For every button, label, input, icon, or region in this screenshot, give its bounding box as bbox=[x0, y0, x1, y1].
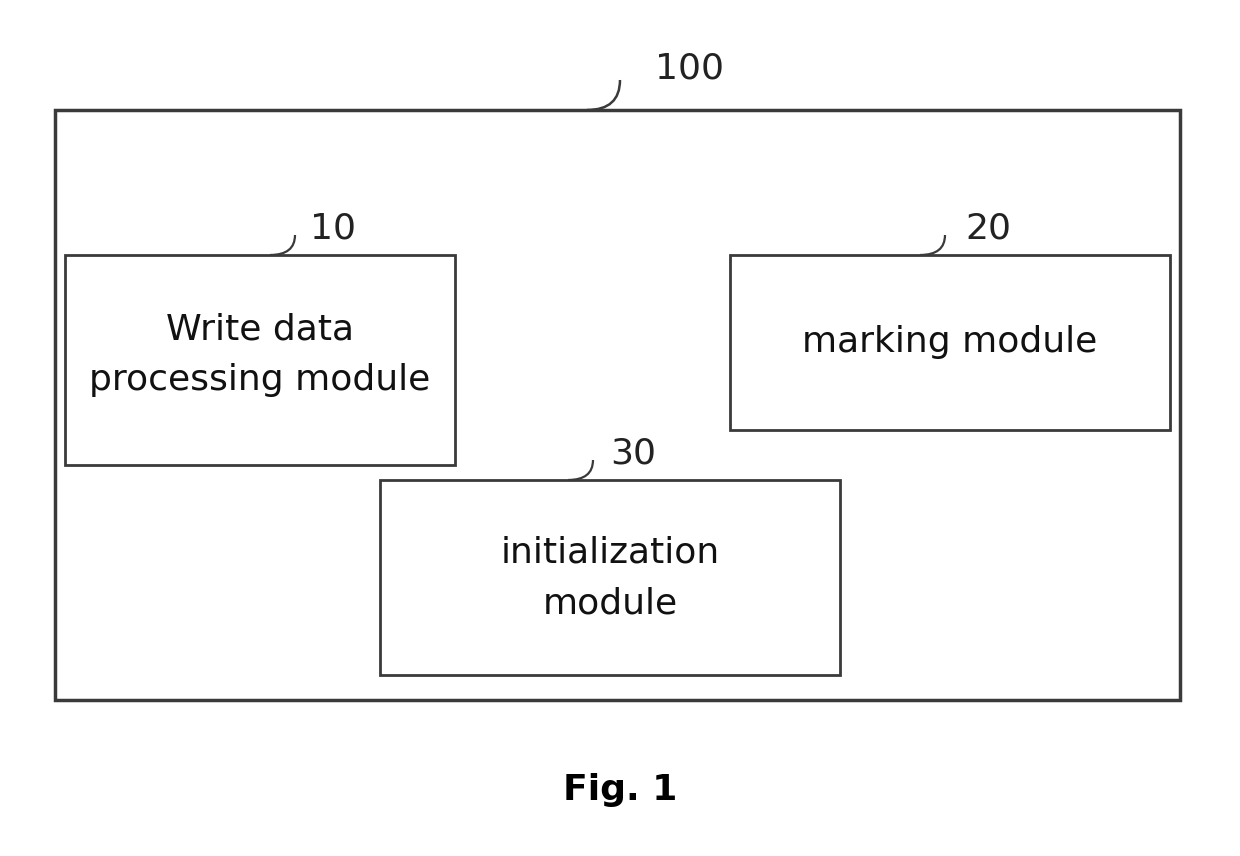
Bar bbox=[55, 110, 1180, 700]
Text: 100: 100 bbox=[655, 51, 724, 85]
Text: 20: 20 bbox=[965, 211, 1011, 245]
Text: Fig. 1: Fig. 1 bbox=[563, 773, 677, 807]
Bar bbox=[64, 255, 455, 465]
Bar bbox=[730, 255, 1171, 430]
Bar bbox=[379, 480, 839, 675]
Text: marking module: marking module bbox=[802, 325, 1097, 359]
Text: initialization
module: initialization module bbox=[501, 536, 719, 620]
Text: 10: 10 bbox=[310, 211, 356, 245]
Text: 30: 30 bbox=[610, 436, 656, 470]
Text: Write data
processing module: Write data processing module bbox=[89, 313, 430, 397]
